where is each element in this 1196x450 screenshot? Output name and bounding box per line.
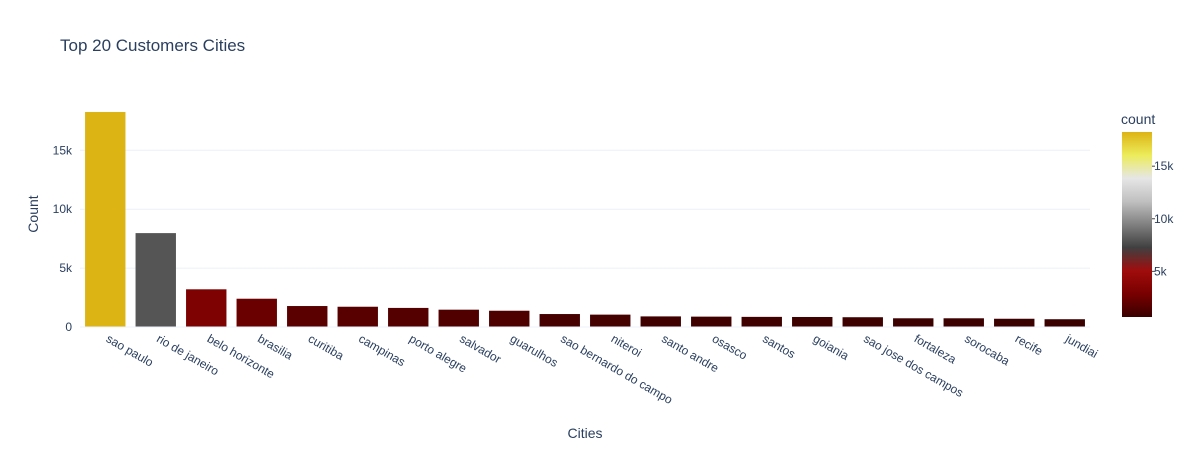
bar[interactable] bbox=[135, 233, 176, 327]
colorbar: count 5k 10k 15k bbox=[1121, 111, 1174, 317]
bar[interactable] bbox=[741, 316, 782, 327]
bar[interactable] bbox=[337, 306, 378, 327]
gridlines bbox=[80, 149, 1090, 269]
colorbar-ticks: 5k 10k 15k bbox=[1152, 159, 1174, 278]
bar[interactable] bbox=[691, 316, 732, 327]
bar[interactable] bbox=[842, 317, 883, 327]
y-axis-ticks: 0 5k 10k 15k bbox=[53, 143, 73, 334]
bar[interactable] bbox=[792, 316, 833, 327]
x-axis-title: Cities bbox=[567, 425, 602, 441]
colorbar-tick-label: 5k bbox=[1154, 264, 1168, 278]
bar[interactable] bbox=[287, 306, 328, 327]
colorbar-tick-label: 15k bbox=[1154, 159, 1174, 173]
bar[interactable] bbox=[994, 318, 1035, 327]
bar[interactable] bbox=[1044, 319, 1085, 327]
colorbar-gradient bbox=[1122, 132, 1152, 317]
chart-title: Top 20 Customers Cities bbox=[60, 36, 245, 55]
bar[interactable] bbox=[236, 298, 277, 327]
bar[interactable] bbox=[186, 289, 227, 327]
bar[interactable] bbox=[388, 307, 429, 327]
y-axis-title: Count bbox=[25, 195, 41, 232]
bar[interactable] bbox=[438, 309, 479, 327]
y-tick-label: 10k bbox=[53, 202, 73, 216]
colorbar-title: count bbox=[1121, 111, 1155, 127]
y-tick-label: 15k bbox=[53, 143, 73, 157]
y-tick-label: 5k bbox=[59, 261, 73, 275]
bar[interactable] bbox=[489, 310, 530, 327]
bar[interactable] bbox=[539, 314, 580, 327]
bar[interactable] bbox=[943, 318, 984, 327]
y-tick-label: 0 bbox=[65, 320, 72, 334]
bar[interactable] bbox=[590, 314, 631, 327]
bar[interactable] bbox=[85, 112, 126, 327]
colorbar-tick-label: 10k bbox=[1154, 212, 1174, 226]
bar[interactable] bbox=[893, 318, 934, 327]
bar[interactable] bbox=[640, 316, 681, 327]
bars bbox=[85, 112, 1085, 327]
